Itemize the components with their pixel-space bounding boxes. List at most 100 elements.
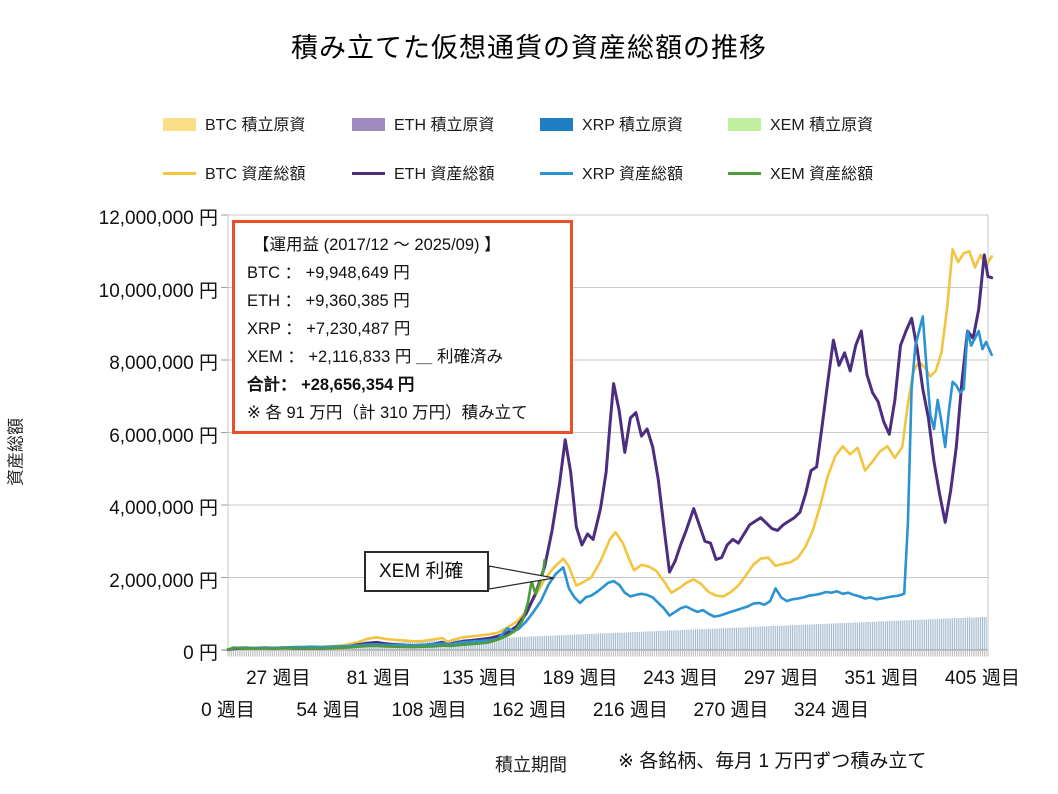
principal-bar [864, 622, 866, 650]
principal-bar [862, 622, 864, 650]
principal-bar [562, 635, 564, 650]
principal-bar [881, 621, 883, 650]
principal-bar [810, 624, 812, 650]
principal-bar [976, 617, 978, 650]
principal-bar [776, 625, 779, 650]
principal-bar [909, 620, 911, 650]
principal-bar [531, 636, 533, 650]
principal-bar [613, 632, 615, 650]
principal-bar [950, 618, 952, 650]
legend-item: XEM 資産総額 [728, 160, 873, 183]
principal-bar [547, 635, 549, 650]
principal-bar [715, 628, 717, 650]
principal-bar [735, 627, 738, 650]
principal-bar [819, 624, 821, 650]
principal-bar [545, 635, 548, 650]
principal-bar [963, 617, 965, 650]
legend-label: XRP 積立原資 [582, 117, 684, 134]
principal-bar [486, 638, 488, 650]
y-tick-label: 2,000,000 円 [109, 570, 218, 592]
principal-bar [756, 626, 758, 650]
principal-bar [614, 632, 617, 650]
principal-bar [749, 627, 751, 650]
principal-bar [616, 632, 618, 650]
principal-bar [920, 619, 922, 650]
principal-bar [754, 626, 756, 650]
principal-bar [965, 617, 967, 650]
principal-bar [884, 621, 887, 650]
principal-bar [883, 621, 885, 650]
xem-callout-pointer [488, 565, 555, 590]
principal-bar [560, 635, 562, 650]
principal-bar [829, 623, 831, 650]
x-tick-label: 27 週目 [246, 668, 311, 689]
x-tick-label: 216 週目 [592, 700, 668, 721]
principal-bar [834, 623, 836, 650]
principal-bar [544, 635, 546, 650]
principal-bar [581, 634, 583, 650]
principal-bar [911, 620, 913, 650]
principal-bar [583, 634, 585, 650]
legend-color-swatch [728, 118, 761, 131]
principal-bar [605, 633, 607, 650]
principal-bar [521, 636, 523, 650]
principal-bar [791, 625, 793, 650]
principal-bar [518, 637, 520, 650]
principal-bar [979, 617, 982, 650]
principal-bar [667, 630, 669, 650]
principal-bar [827, 623, 829, 650]
x-tick-label: 243 週目 [643, 668, 719, 689]
principal-bar [981, 617, 983, 650]
principal-bar [657, 631, 659, 650]
principal-bar [726, 628, 728, 650]
principal-bar [611, 633, 613, 650]
principal-bar [680, 630, 682, 650]
y-tick-label: 0 円 [183, 643, 218, 664]
principal-bar [631, 632, 633, 650]
principal-bar [898, 620, 900, 650]
principal-bar [519, 636, 522, 650]
principal-bar [888, 621, 890, 650]
principal-bar [953, 618, 956, 650]
principal-bar [527, 636, 529, 650]
principal-bar [637, 631, 639, 650]
principal-bar [624, 632, 626, 650]
principal-bar [607, 633, 609, 650]
principal-bar [659, 630, 661, 650]
principal-bar [879, 621, 881, 650]
principal-bar [972, 617, 974, 650]
principal-bar [592, 633, 594, 650]
principal-bar [661, 630, 663, 650]
principal-bar [573, 634, 576, 650]
principal-bar [892, 620, 894, 650]
principal-bar [974, 617, 976, 650]
principal-bar [830, 623, 833, 650]
series-btc-line [226, 248, 994, 651]
principal-bar [966, 617, 969, 650]
principal-bar [968, 617, 970, 650]
principal-bar [901, 620, 903, 650]
principal-bar [529, 636, 531, 650]
legend-label: ETH 積立原資 [394, 117, 495, 134]
principal-bar [694, 629, 697, 650]
legend-item: ETH 資産総額 [352, 160, 495, 183]
principal-bar [650, 631, 652, 650]
legend-label: XRP 資産総額 [582, 166, 684, 183]
series-xrp-line [226, 315, 994, 651]
legend-item: XRP 資産総額 [540, 160, 684, 183]
legend-label: ETH 資産総額 [394, 166, 495, 183]
principal-bar [499, 637, 501, 650]
principal-bar [797, 624, 799, 650]
principal-bar [760, 626, 762, 650]
monthly-investment-footnote: ※ 各銘柄、毎月 1 万円ずつ積み立て [618, 751, 927, 772]
principal-bar [750, 627, 752, 650]
principal-bar [747, 627, 749, 650]
principal-bar [890, 620, 892, 650]
principal-bar [922, 619, 924, 650]
principal-bar [534, 636, 536, 650]
principal-bar [564, 635, 566, 650]
xem-callout: XEM 利確 [364, 551, 489, 592]
principal-bar [773, 626, 775, 650]
legend-line-swatch [352, 172, 385, 175]
principal-bar [549, 635, 551, 650]
